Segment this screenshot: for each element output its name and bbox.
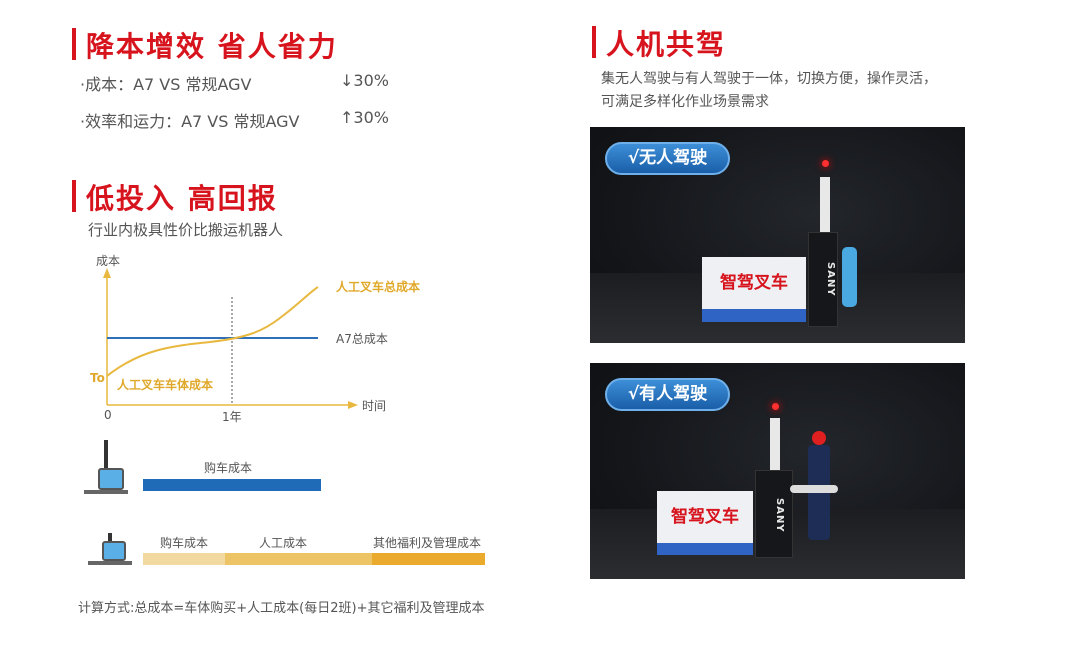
title-accent-bar [72, 28, 76, 60]
a7-purchase-cost-bar [143, 479, 321, 491]
warning-light [772, 403, 779, 410]
cost-chart [103, 268, 358, 409]
desc-line-2: 可满足多样化作业场景需求 [601, 94, 769, 110]
mast [770, 418, 780, 470]
robot-body [755, 470, 793, 558]
handle [842, 247, 857, 307]
formula-note: 计算方式:总成本=车体购买+人工成本(每日2班)+其它福利及管理成本 [78, 601, 485, 616]
robot-body [808, 232, 838, 327]
manual-bar-label-other: 其他福利及管理成本 [373, 536, 482, 550]
section-subtitle: 行业内极具性价比搬运机器人 [88, 221, 284, 239]
badge-manned: √有人驾驶 [605, 378, 730, 411]
y-axis-label: 成本 [96, 254, 121, 268]
manual-other-segment [372, 553, 485, 565]
manual-bar-label-labor: 人工成本 [259, 536, 308, 550]
badge-unmanned: √无人驾驶 [605, 142, 730, 175]
a7-robot-image [84, 440, 130, 500]
handle [790, 485, 838, 493]
section-title-investment: 低投入 高回报 [86, 182, 278, 215]
pallet [657, 543, 753, 555]
y-axis-arrow [103, 268, 111, 278]
title-accent-bar [72, 180, 76, 212]
bullet-cost: ·成本：A7 VS 常规AGV [80, 75, 252, 94]
photo-manned: √有人驾驶 智驾叉车 SANY [590, 363, 965, 579]
manual-labor-segment [225, 553, 372, 565]
brand-logo: SANY [774, 498, 785, 533]
section-title-cost: 降本增效 省人省力 [86, 30, 338, 63]
manual-forklift-image [88, 533, 134, 571]
bullet-cost-value: ↓30% [340, 71, 389, 90]
bullet-efficiency-value: ↑30% [340, 108, 389, 127]
title-accent-bar [592, 26, 596, 58]
x-tick-0: 0 [104, 408, 112, 422]
annotation-body-cost: 人工叉车车体成本 [117, 378, 214, 392]
sign-box: 智驾叉车 [702, 257, 806, 309]
brand-logo: SANY [825, 262, 836, 297]
operator-helmet [812, 431, 826, 445]
x-axis-arrow [348, 401, 358, 409]
desc-line-1: 集无人驾驶与有人驾驶于一体，切换方便，操作灵活， [601, 71, 937, 87]
bullet-efficiency: ·效率和运力：A7 VS 常规AGV [80, 112, 300, 131]
series-label-a7: A7总成本 [336, 332, 388, 346]
series-label-manual: 人工叉车总成本 [336, 280, 421, 294]
warning-light [822, 160, 829, 167]
x-axis-label: 时间 [362, 399, 387, 413]
manual-purchase-segment [143, 553, 225, 565]
manual-bar-label-purchase: 购车成本 [160, 536, 209, 550]
a7-bar-label: 购车成本 [204, 461, 253, 475]
mast [820, 177, 830, 232]
x-tick-1year: 1年 [222, 410, 242, 424]
photo-unmanned: √无人驾驶 智驾叉车 SANY [590, 127, 965, 343]
pallet [702, 309, 806, 322]
series-manual-total-cost [106, 286, 319, 377]
sign-box: 智驾叉车 [657, 491, 753, 543]
section-title-dual-drive: 人机共驾 [606, 28, 727, 61]
y-tick-to: To [90, 371, 105, 385]
